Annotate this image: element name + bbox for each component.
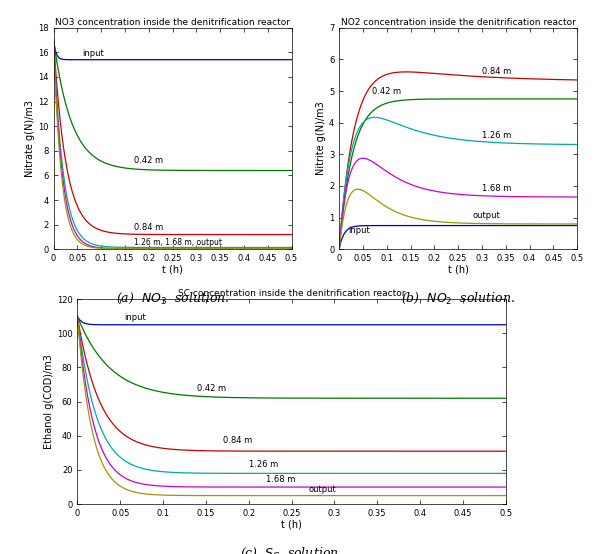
Y-axis label: Nitrate g(N)/m3: Nitrate g(N)/m3 <box>25 100 35 177</box>
Text: 0.42 m: 0.42 m <box>198 384 227 393</box>
Text: (a)  $NO_3$  solution.: (a) $NO_3$ solution. <box>115 291 230 306</box>
Text: 0.42 m: 0.42 m <box>372 87 402 96</box>
Text: 0.42 m: 0.42 m <box>134 156 164 165</box>
Text: 0.84 m: 0.84 m <box>223 435 252 445</box>
Title: NO3 concentration inside the denitrification reactor: NO3 concentration inside the denitrifica… <box>55 18 290 27</box>
Y-axis label: Nitrite g(N)/m3: Nitrite g(N)/m3 <box>316 101 326 176</box>
Text: 0.84 m: 0.84 m <box>482 66 511 75</box>
Text: input: input <box>82 49 104 58</box>
Text: 1.26 m: 1.26 m <box>482 131 511 141</box>
Text: 1.26 m: 1.26 m <box>249 460 278 469</box>
X-axis label: t (h): t (h) <box>162 265 183 275</box>
Text: input: input <box>124 312 146 322</box>
Text: (b)  $NO_2$  solution.: (b) $NO_2$ solution. <box>401 291 515 306</box>
X-axis label: t (h): t (h) <box>447 265 469 275</box>
Text: 0.84 m: 0.84 m <box>134 223 164 232</box>
Text: 1.68 m: 1.68 m <box>266 475 295 484</box>
Text: input: input <box>349 227 371 235</box>
Text: output: output <box>472 211 500 219</box>
Title: SC concentration inside the denitrification reactor: SC concentration inside the denitrificat… <box>178 289 405 299</box>
Text: output: output <box>309 485 336 494</box>
Text: 1.68 m: 1.68 m <box>482 184 511 193</box>
Text: 1.26 m, 1.68 m, output: 1.26 m, 1.68 m, output <box>134 238 223 247</box>
Title: NO2 concentration inside the denitrification reactor: NO2 concentration inside the denitrifica… <box>341 18 575 27</box>
Y-axis label: Ethanol g(COD)/m3: Ethanol g(COD)/m3 <box>44 354 54 449</box>
X-axis label: t (h): t (h) <box>281 520 302 530</box>
Text: (c)  $S_C$  solution.: (c) $S_C$ solution. <box>240 546 343 554</box>
